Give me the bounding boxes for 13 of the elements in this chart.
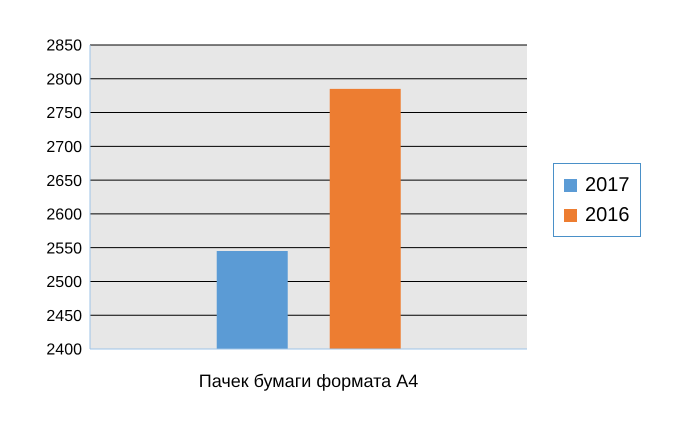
y-tick-label: 2600	[46, 206, 82, 224]
y-tick-label: 2650	[46, 172, 82, 190]
y-tick-label: 2800	[46, 71, 82, 88]
y-tick-label: 2450	[46, 308, 82, 325]
y-tick-label: 2700	[46, 139, 82, 156]
legend-label: 2016	[585, 203, 630, 228]
y-tick-label: 2850	[46, 38, 82, 55]
y-tick-label: 2550	[46, 240, 82, 258]
y-tick-label: 2750	[46, 105, 82, 122]
legend-label: 2017	[585, 173, 630, 198]
y-tick-label: 2500	[46, 274, 82, 292]
x-axis-title: Пачек бумаги формата А4	[198, 371, 418, 391]
y-tick-label: 2400	[46, 342, 82, 359]
